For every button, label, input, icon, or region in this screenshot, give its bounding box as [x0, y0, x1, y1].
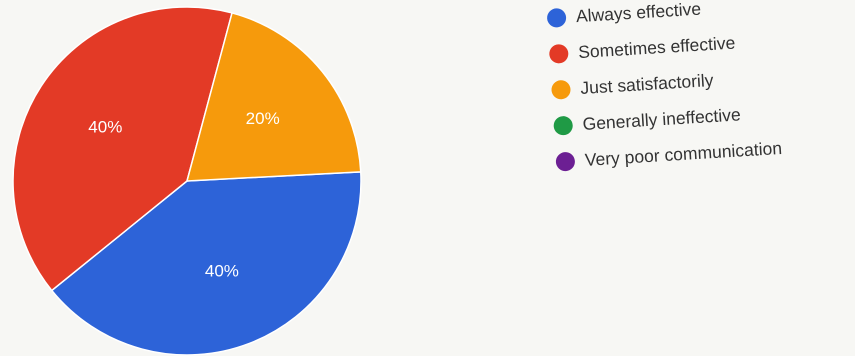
pie-slices	[12, 6, 362, 356]
legend-swatch	[555, 151, 576, 172]
slice-percent-label: 40%	[205, 261, 239, 280]
legend-label: Sometimes effective	[577, 32, 736, 62]
pie-slice-labels: 40% 40% 20%	[88, 109, 279, 280]
chart-legend: Always effective Sometimes effective Jus…	[546, 0, 783, 180]
legend-label: Always effective	[575, 0, 702, 26]
slice-percent-label: 40%	[88, 117, 122, 136]
legend-swatch	[550, 79, 572, 100]
legend-label: Very poor communication	[584, 137, 783, 170]
pie-slice-just-satisfactorily	[186, 12, 362, 182]
pie-plot: 40% 40% 20%	[12, 6, 362, 356]
legend-swatch	[548, 43, 569, 64]
legend-label: Generally ineffective	[581, 103, 742, 134]
legend-swatch	[546, 7, 567, 28]
pie-slice-sometimes-effective	[12, 6, 233, 292]
pie-slice-always-effective	[50, 171, 362, 356]
legend-swatch	[553, 115, 574, 136]
slice-percent-label: 20%	[246, 109, 280, 128]
legend-label: Just satisfactorily	[579, 69, 715, 98]
